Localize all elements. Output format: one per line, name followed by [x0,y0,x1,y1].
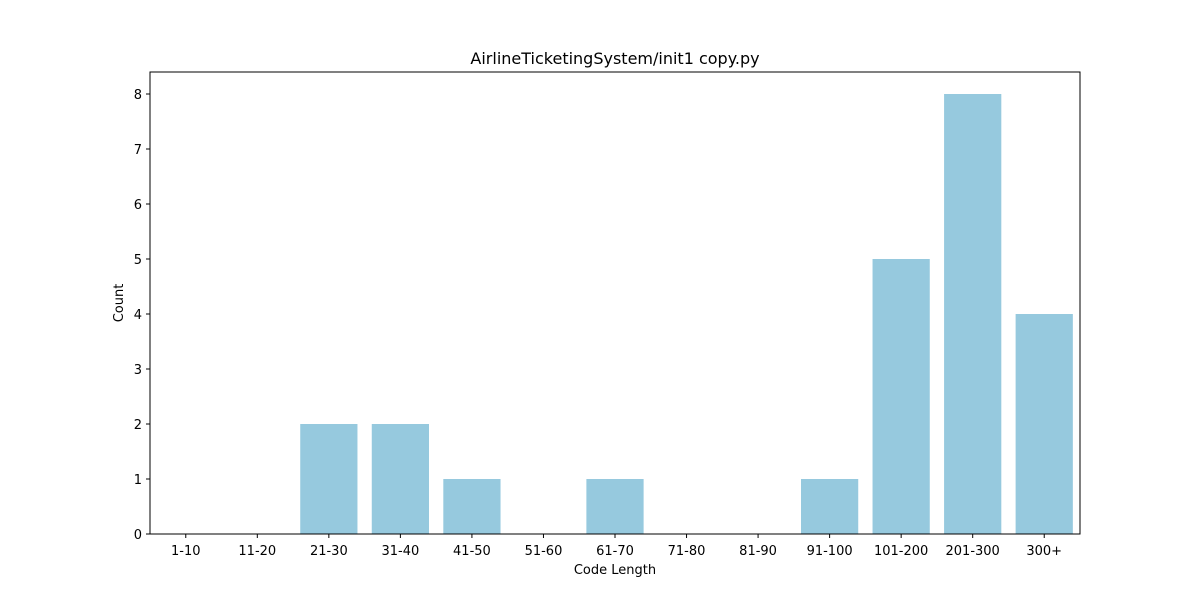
x-tick-label: 81-90 [739,544,777,559]
bar-61-70 [586,479,644,534]
x-tick-label: 201-300 [946,544,1000,559]
y-tick-label: 7 [134,143,142,158]
x-tick-label: 71-80 [668,544,706,559]
x-tick-label: 31-40 [381,544,419,559]
plot-frame [149,71,1081,535]
bar-101-200 [872,259,930,534]
bar-300+ [1015,314,1073,534]
bar-41-50 [443,479,501,534]
bar-31-40 [371,424,429,534]
x-tick-label: 1-10 [171,544,201,559]
x-tick-label: 101-200 [874,544,928,559]
chart-title: AirlineTicketingSystem/init1 copy.py [470,49,759,68]
x-tick-label: 61-70 [596,544,634,559]
bar-201-300 [944,94,1002,534]
y-axis: 0 1 2 3 4 5 6 7 8 [134,88,150,543]
y-tick-label: 4 [134,308,142,323]
x-tick-label: 51-60 [525,544,563,559]
y-axis-label: Count [112,284,127,323]
x-tick-label: 300+ [1026,544,1062,559]
y-tick-label: 8 [134,88,142,103]
x-tick-label: 21-30 [310,544,348,559]
x-tick-label: 41-50 [453,544,491,559]
bar-21-30 [300,424,358,534]
x-axis: 1-10 11-20 21-30 31-40 41-50 51-60 61-70 71-80 8… [171,534,1062,559]
y-tick-label: 0 [134,528,142,543]
y-tick-label: 3 [134,363,142,378]
y-tick-label: 6 [134,198,142,213]
bars-group [300,94,1073,534]
x-axis-label: Code Length [574,563,656,578]
x-tick-label: 11-20 [238,544,276,559]
y-tick-label: 1 [134,473,142,488]
x-tick-label: 91-100 [807,544,853,559]
y-tick-label: 5 [134,253,142,268]
bar-91-100 [801,479,859,534]
y-tick-label: 2 [134,418,142,433]
